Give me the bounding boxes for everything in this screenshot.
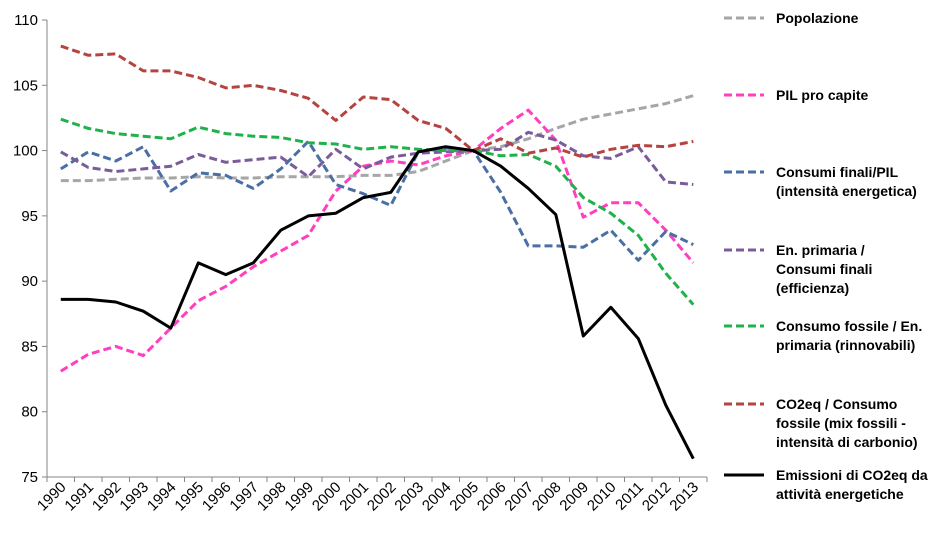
series-line-4 bbox=[60, 130, 694, 186]
x-tick-label: 2005 bbox=[446, 479, 482, 515]
x-tick-label: 2010 bbox=[584, 479, 620, 515]
x-tick-label: 1991 bbox=[61, 479, 97, 515]
legend-label: fossile (mix fossili - bbox=[776, 415, 906, 431]
y-tick-label: 100 bbox=[13, 143, 38, 160]
legend-label: Consumo fossile / En. bbox=[776, 318, 922, 334]
x-tick-label: 1999 bbox=[281, 479, 317, 515]
legend-label: CO2eq / Consumo bbox=[776, 396, 897, 412]
y-tick-label: 110 bbox=[14, 12, 38, 29]
x-tick-label: 2007 bbox=[501, 479, 537, 515]
chart-axes: 7580859095100105110199019911992199319941… bbox=[13, 12, 708, 515]
series-line-1 bbox=[60, 94, 694, 183]
x-tick-label: 1990 bbox=[34, 479, 70, 515]
legend-label: En. primaria / bbox=[776, 242, 865, 258]
y-tick-label: 95 bbox=[21, 208, 38, 225]
y-tick-label: 105 bbox=[13, 77, 38, 94]
y-tick-label: 75 bbox=[21, 469, 38, 486]
x-tick-label: 2006 bbox=[474, 479, 510, 515]
y-tick-label: 90 bbox=[21, 273, 38, 290]
series-line-5 bbox=[60, 117, 695, 306]
x-tick-label: 2004 bbox=[419, 479, 455, 515]
y-tick-label: 80 bbox=[21, 404, 38, 421]
x-tick-label: 1992 bbox=[89, 479, 125, 515]
legend-label: attività energetiche bbox=[776, 486, 904, 502]
series-line-6 bbox=[60, 44, 694, 159]
x-tick-label: 2008 bbox=[529, 479, 565, 515]
x-tick-label: 2003 bbox=[391, 479, 427, 515]
legend-label: Consumi finali/PIL bbox=[776, 164, 899, 180]
legend-label: PIL pro capite bbox=[776, 87, 869, 103]
x-tick-label: 2001 bbox=[336, 479, 372, 515]
x-tick-label: 1997 bbox=[226, 479, 262, 515]
x-tick-label: 2013 bbox=[666, 479, 702, 515]
x-tick-label: 2011 bbox=[612, 479, 647, 514]
series-line-7 bbox=[60, 145, 695, 460]
legend-label: intensità di carbonio) bbox=[776, 434, 918, 450]
legend-label: Popolazione bbox=[776, 10, 859, 26]
x-tick-label: 1994 bbox=[144, 479, 180, 515]
legend-label: (intensità energetica) bbox=[776, 183, 917, 199]
x-tick-label: 2000 bbox=[309, 479, 345, 515]
x-tick-label: 1993 bbox=[116, 479, 152, 515]
legend-label: (efficienza) bbox=[776, 280, 849, 296]
series-line-2 bbox=[60, 108, 695, 373]
x-tick-label: 1998 bbox=[254, 479, 290, 515]
legend-label: primaria (rinnovabili) bbox=[776, 337, 915, 353]
legend-label: Consumi finali bbox=[776, 261, 872, 277]
y-tick-label: 85 bbox=[21, 338, 38, 355]
x-tick-label: 2002 bbox=[364, 479, 400, 515]
x-tick-label: 1996 bbox=[199, 479, 235, 515]
x-tick-label: 2009 bbox=[556, 479, 592, 515]
series-line-3 bbox=[60, 139, 694, 262]
x-tick-label: 1995 bbox=[171, 479, 207, 515]
legend-label: Emissioni di CO2eq da bbox=[776, 467, 928, 483]
chart-legend: Popolazione PIL pro capite Consumi finali/… bbox=[724, 10, 928, 502]
x-tick-label: 2012 bbox=[639, 479, 675, 515]
chart-series-layer bbox=[60, 44, 695, 460]
